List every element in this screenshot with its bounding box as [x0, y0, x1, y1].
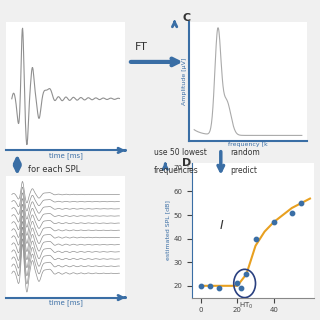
- Text: random: random: [230, 148, 260, 157]
- X-axis label: frequency [k: frequency [k: [228, 142, 268, 147]
- X-axis label: time [ms]: time [ms]: [49, 299, 83, 306]
- Text: predict: predict: [230, 166, 257, 175]
- Text: I: I: [219, 219, 223, 232]
- Point: [238, 286, 244, 291]
- Point: [208, 283, 213, 288]
- X-axis label: time [ms]: time [ms]: [49, 152, 83, 158]
- Point: [217, 286, 222, 291]
- Point: [289, 210, 294, 215]
- Point: [253, 236, 258, 241]
- Text: frequencies: frequencies: [154, 166, 198, 175]
- Text: D: D: [182, 158, 192, 168]
- Text: for each SPL: for each SPL: [28, 164, 80, 174]
- Point: [235, 281, 240, 286]
- Text: C: C: [182, 13, 190, 23]
- Point: [298, 201, 303, 206]
- Y-axis label: estimated SPL [dB]: estimated SPL [dB]: [165, 200, 171, 260]
- Y-axis label: Amplitude [µV]: Amplitude [µV]: [182, 58, 188, 105]
- Text: use 50 lowest: use 50 lowest: [154, 148, 206, 157]
- Point: [244, 271, 249, 276]
- Text: FT: FT: [134, 42, 147, 52]
- Point: [271, 220, 276, 225]
- Point: [198, 283, 204, 288]
- Text: HT$_0$: HT$_0$: [239, 301, 254, 311]
